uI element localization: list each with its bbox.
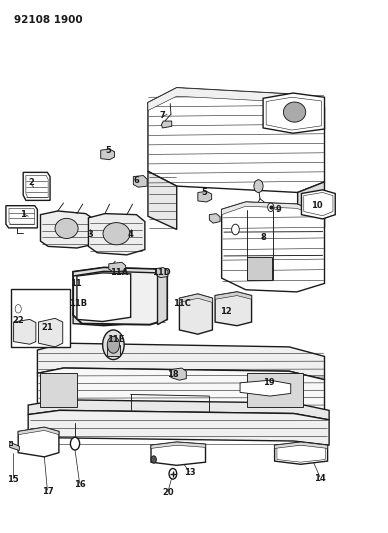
Text: 13: 13 [184,469,195,477]
Polygon shape [23,172,50,200]
Bar [10,289,70,347]
Text: 20: 20 [162,488,174,497]
Polygon shape [263,93,324,133]
Polygon shape [156,268,168,278]
Polygon shape [148,88,324,113]
Polygon shape [148,88,324,192]
Text: 17: 17 [42,487,53,496]
Polygon shape [133,175,147,187]
Polygon shape [40,211,94,248]
Polygon shape [148,171,177,230]
Polygon shape [301,190,335,219]
Polygon shape [215,292,251,326]
Text: 11C: 11C [173,299,191,308]
Text: 16: 16 [74,480,85,489]
Polygon shape [14,319,36,344]
Polygon shape [240,380,291,396]
Polygon shape [28,410,329,445]
Polygon shape [161,121,172,128]
Polygon shape [198,191,212,202]
Text: 11D: 11D [152,268,171,277]
Polygon shape [275,442,327,448]
Polygon shape [18,427,59,457]
Text: 12: 12 [220,307,231,316]
Polygon shape [37,368,324,421]
Bar [247,257,272,280]
Polygon shape [77,273,131,321]
Circle shape [169,469,177,479]
Text: 92108 1900: 92108 1900 [14,15,82,25]
Polygon shape [88,214,145,255]
Text: 1: 1 [20,210,26,219]
Polygon shape [18,427,59,435]
Text: 11A: 11A [110,268,128,277]
Text: 8: 8 [260,233,266,242]
Polygon shape [215,292,251,300]
Polygon shape [38,318,63,347]
Polygon shape [222,202,324,219]
Ellipse shape [55,219,78,238]
Text: 11: 11 [70,279,81,288]
Circle shape [103,330,124,360]
Polygon shape [73,310,158,326]
Text: 21: 21 [42,323,53,332]
Circle shape [232,224,239,235]
Polygon shape [6,206,37,228]
Polygon shape [210,214,220,223]
Polygon shape [73,268,167,325]
Polygon shape [247,373,303,407]
Text: 4: 4 [128,230,133,239]
Polygon shape [222,202,324,292]
Text: 10: 10 [311,201,323,210]
Text: 11B: 11B [69,299,87,308]
Text: 9: 9 [275,205,281,214]
Text: 19: 19 [263,378,275,387]
Polygon shape [151,442,206,448]
Circle shape [15,304,21,313]
Text: 11E: 11E [107,335,124,344]
Polygon shape [37,343,324,379]
Text: 7: 7 [159,111,165,120]
Text: 3: 3 [87,230,93,239]
Polygon shape [73,268,167,280]
Text: 14: 14 [314,473,326,482]
Circle shape [268,203,274,212]
Text: 15: 15 [7,474,19,483]
Polygon shape [179,294,212,334]
Polygon shape [109,262,126,272]
Text: 5: 5 [106,146,112,155]
Polygon shape [298,182,324,237]
Polygon shape [28,400,329,420]
Polygon shape [107,345,120,357]
Ellipse shape [283,102,306,122]
Text: 2: 2 [28,179,34,188]
Circle shape [254,180,263,192]
Ellipse shape [103,223,130,245]
Polygon shape [151,442,206,465]
Text: 22: 22 [12,316,24,325]
Polygon shape [10,442,19,450]
Text: 18: 18 [167,370,179,379]
Polygon shape [179,294,212,302]
Polygon shape [158,273,167,325]
Polygon shape [101,149,114,160]
Circle shape [107,336,120,353]
Text: 5: 5 [202,188,208,197]
Circle shape [70,437,80,450]
Circle shape [151,456,156,463]
Text: 6: 6 [133,176,139,185]
Polygon shape [40,373,77,407]
Polygon shape [171,368,186,380]
Polygon shape [275,442,327,464]
